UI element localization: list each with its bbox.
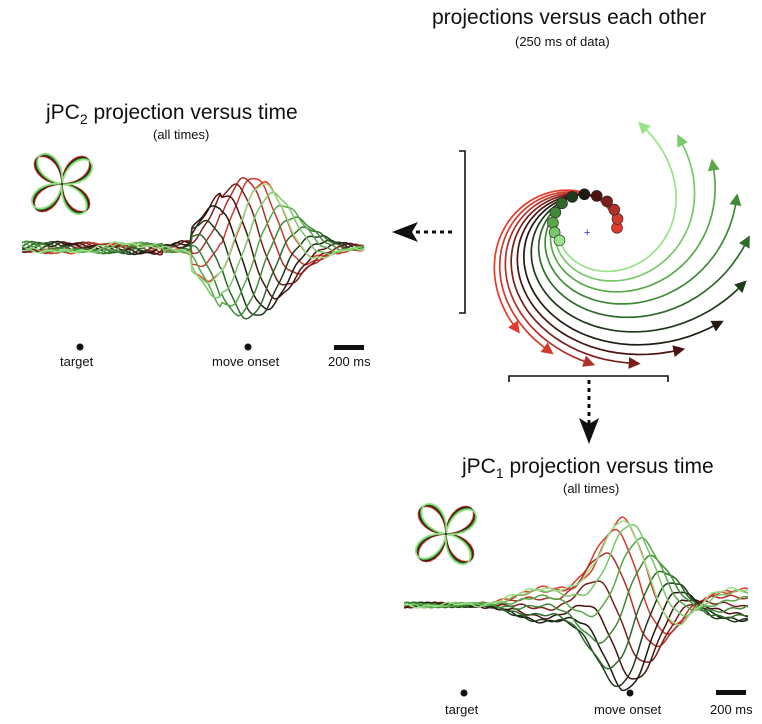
inset-loop [34,156,89,211]
phase-start-dot [602,196,613,207]
jpc1-target-dot [461,690,468,697]
phase-start-dot [547,217,558,228]
phase-start-dot [591,190,602,201]
jpc1-trace [404,530,748,635]
jpc1-trace-group [404,517,748,691]
phase-trajectory-group: + [494,125,747,364]
jpc2-target-dot [77,344,84,351]
phase-start-dot [554,235,565,246]
inset-loop [418,506,473,561]
jpc1-inset-icon [416,504,477,565]
jpc2-scale-bar [334,345,364,350]
phase-start-dot [567,191,578,202]
jpc1-trace [404,600,748,679]
phase-vertical-bracket [459,151,465,313]
phase-origin-marker: + [584,227,590,239]
phase-start-dot [557,198,568,209]
jpc1-trace [404,555,748,643]
phase-start-dot [579,189,590,200]
jpc1-scale-bar [716,690,746,695]
phase-start-dot [550,207,561,218]
jpc1-trace [404,583,748,686]
phase-trajectory [551,163,716,291]
left-arrowhead [392,222,418,242]
jpc1-move-onset-dot [627,690,634,697]
jpc2-trace-group [22,178,364,319]
jpc2-move-onset-dot [245,344,252,351]
phase-trajectory [555,139,695,281]
jpc2-inset-icon [32,154,93,215]
